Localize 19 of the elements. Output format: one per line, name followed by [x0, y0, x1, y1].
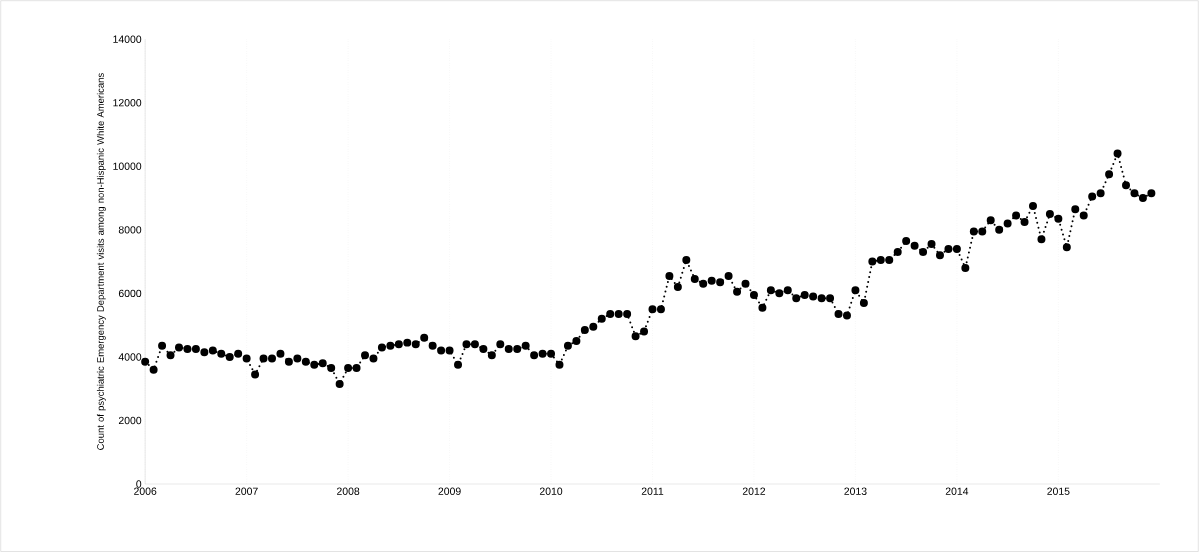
y-tick-label: 14000 — [113, 35, 142, 43]
x-tick-label: 2008 — [337, 487, 360, 495]
y-tick-label: 6000 — [118, 289, 142, 297]
y-tick-label: 12000 — [113, 98, 142, 107]
y-tick-label: 10000 — [113, 162, 142, 170]
x-tick-label: 2012 — [742, 487, 766, 495]
y-tick-label: 2000 — [118, 416, 142, 425]
x-tick-label: 2009 — [438, 487, 461, 495]
x-tick-label: 2010 — [539, 487, 563, 495]
x-tick-label: 2014 — [945, 487, 969, 495]
y-tick-label: 4000 — [118, 353, 142, 361]
x-tick-label: 2015 — [1047, 487, 1070, 495]
y-tick-label: 0 — [136, 480, 142, 488]
x-tick-label: 2011 — [641, 487, 664, 495]
x-tick-label: 2013 — [844, 487, 867, 495]
y-tick-label: 8000 — [118, 226, 142, 234]
y-axis-title: Count of psychiatric Emergency Department visits among non-Hispanic White Americans — [96, 73, 106, 450]
x-tick-label: 2006 — [134, 487, 157, 495]
x-tick-label: 2007 — [235, 487, 258, 495]
